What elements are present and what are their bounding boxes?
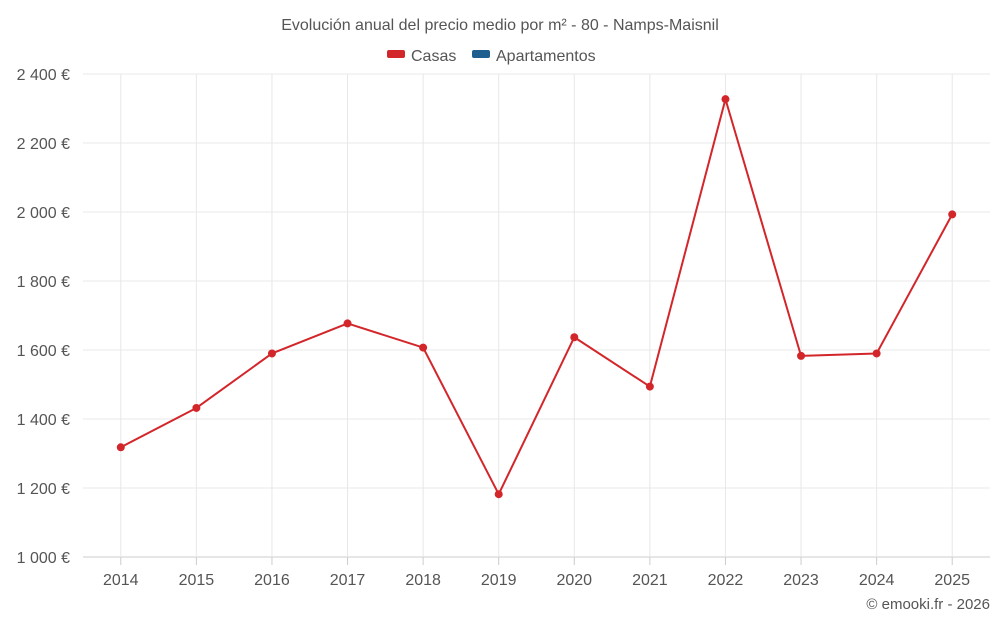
data-point-2014[interactable] xyxy=(116,443,125,452)
series-line-casas xyxy=(120,98,954,496)
legend-swatch-casas xyxy=(387,50,405,58)
legend-item-apartamentos[interactable]: Apartamentos xyxy=(472,48,596,65)
series-casas xyxy=(116,95,957,499)
x-tick-label: 2022 xyxy=(708,572,744,589)
legend: Casas Apartamentos xyxy=(387,48,596,65)
data-point-2016[interactable] xyxy=(267,349,276,358)
y-tick-label: 2 000 € xyxy=(17,205,70,222)
y-tick-label: 1 200 € xyxy=(17,481,70,498)
data-point-2025[interactable] xyxy=(948,210,957,219)
data-point-2019[interactable] xyxy=(494,490,503,499)
x-tick-label: 2014 xyxy=(103,572,139,589)
y-axis: 1 000 € 1 200 € 1 400 € 1 600 € 1 800 € 2 000… xyxy=(17,67,70,567)
x-tick-label: 2017 xyxy=(330,572,366,589)
legend-swatch-apartamentos xyxy=(472,50,490,58)
data-point-2024[interactable] xyxy=(872,349,881,358)
grid xyxy=(83,73,990,558)
legend-item-casas[interactable]: Casas xyxy=(387,48,456,65)
x-tick-label: 2023 xyxy=(783,572,819,589)
y-tick-label: 1 400 € xyxy=(17,412,70,429)
x-tick-label: 2021 xyxy=(632,572,668,589)
data-point-2022[interactable] xyxy=(721,95,730,104)
x-axis: 2014 2015 2016 2017 2018 2019 2020 2021 2022 2023… xyxy=(103,557,970,589)
x-tick-label: 2016 xyxy=(254,572,290,589)
x-tick-label: 2025 xyxy=(934,572,970,589)
x-tick-label: 2019 xyxy=(481,572,517,589)
data-point-2020[interactable] xyxy=(570,333,579,342)
data-point-2017[interactable] xyxy=(343,319,352,328)
data-point-2015[interactable] xyxy=(192,403,201,412)
chart-title: Evolución anual del precio medio por m² … xyxy=(281,17,719,34)
data-point-2021[interactable] xyxy=(645,382,654,391)
y-tick-label: 2 200 € xyxy=(17,136,70,153)
credit-text: © emooki.fr - 2026 xyxy=(866,596,990,613)
y-tick-label: 2 400 € xyxy=(17,67,70,84)
data-point-2018[interactable] xyxy=(419,343,428,352)
x-tick-label: 2018 xyxy=(405,572,441,589)
y-tick-label: 1 000 € xyxy=(17,550,70,567)
data-point-2023[interactable] xyxy=(797,351,806,360)
y-tick-label: 1 600 € xyxy=(17,343,70,360)
x-tick-label: 2020 xyxy=(556,572,592,589)
x-tick-label: 2015 xyxy=(179,572,215,589)
y-tick-label: 1 800 € xyxy=(17,274,70,291)
legend-label-casas: Casas xyxy=(411,48,456,65)
legend-label-apartamentos: Apartamentos xyxy=(496,48,596,65)
x-tick-label: 2024 xyxy=(859,572,895,589)
